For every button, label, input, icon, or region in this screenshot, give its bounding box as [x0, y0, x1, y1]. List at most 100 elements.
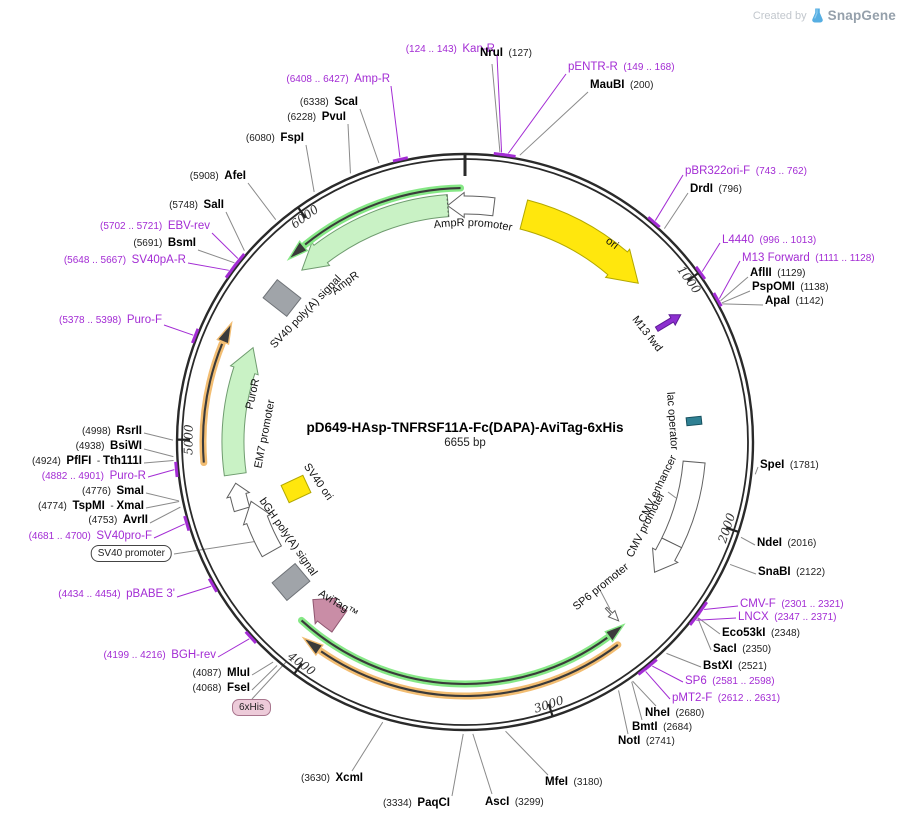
sv40-promoter-arrow: [242, 500, 283, 558]
em7-promoter-arrow: [225, 482, 251, 513]
puro-f-leader: [163, 324, 194, 336]
apai-leader: [722, 303, 764, 306]
created-by-text: Created by: [752, 9, 807, 22]
saci-leader: [697, 618, 712, 651]
gene-orf-arc-core: [300, 619, 608, 686]
m13-fwd-label: M13 fwd: [630, 314, 665, 354]
mlui-leader: [251, 661, 274, 676]
snapgene-credit: Created by SnapGene: [753, 8, 896, 23]
sp6-leader: [652, 665, 684, 683]
sv40-ori-box: [280, 474, 312, 504]
primer-tick-puro-f: [191, 328, 200, 344]
scai-leader: [359, 108, 380, 164]
snapgene-brand-text: SnapGene: [827, 8, 896, 23]
xcmi-leader: [351, 721, 384, 772]
drdi-leader: [663, 192, 689, 229]
tick-label-1000: 1000: [674, 263, 703, 296]
puror-arrow: [221, 346, 259, 477]
pvui-leader: [347, 123, 351, 174]
pbabe-3-leader: [176, 585, 212, 598]
rsrii-leader: [143, 432, 174, 441]
ebv-rev-leader: [211, 232, 239, 259]
ampr-promoter-label: AmpR promoter: [433, 217, 514, 234]
bsiwi-leader: [143, 448, 174, 458]
puro-r-leader: [147, 469, 175, 478]
primer-tick-sp6: [644, 658, 658, 671]
eco53ki-leader: [697, 617, 721, 635]
plfli-tth111i-leader: [143, 460, 174, 464]
sv40pro-f-leader: [153, 523, 185, 539]
tspmi-xmai-leader: [145, 500, 180, 509]
avitag-arrow: [312, 597, 348, 633]
ampr-orf-arc-head: [286, 240, 309, 261]
primer-tick-pentr-r: [500, 152, 516, 158]
primer-tick-m13-forward: [712, 292, 723, 307]
nhei-leader: [632, 680, 657, 707]
6xhis-box-label-leader: [251, 660, 288, 700]
primer-tick-lncx: [688, 611, 701, 626]
l4440-leader: [701, 242, 721, 272]
primer-tick-sv40pa-r: [224, 264, 237, 279]
pbr322ori-f-leader: [654, 174, 684, 221]
bgh-rev-leader: [217, 638, 250, 658]
lncx-leader: [696, 617, 737, 621]
smai-leader: [145, 492, 180, 502]
snapgene-flask-icon: [811, 8, 823, 23]
sp6-promoter-label: SP6 promoter: [571, 561, 632, 613]
amp-r-leader: [390, 85, 401, 158]
primer-tick-pbr322ori-f: [647, 216, 661, 229]
tick-6000: [297, 206, 307, 219]
primer-tick-ebv-rev: [233, 252, 246, 267]
fsei-leader: [251, 665, 278, 691]
maubi-leader: [519, 91, 589, 156]
avrii-leader: [149, 506, 181, 524]
afei-leader: [247, 182, 277, 220]
ndei-leader: [740, 536, 756, 546]
cmv-f-leader: [704, 605, 739, 611]
plasmid-size: 6655 bp: [444, 437, 486, 449]
tick-1000: [687, 272, 699, 282]
gene-cds-arc-head: [301, 636, 324, 657]
gene-orf-arc-head: [604, 623, 626, 643]
ampr-promoter-arrow: [446, 191, 496, 219]
puror-orf-arc-head: [216, 320, 233, 346]
gene-cds-arc-halo: [317, 641, 622, 700]
primer-tick-l4440: [694, 265, 707, 280]
m13-forward-leader: [718, 260, 741, 299]
primer-tick-pbabe-3: [207, 577, 218, 593]
primer-tick-amp-r: [392, 156, 409, 163]
puror-orf-arc-core: [202, 343, 224, 463]
cmv-arrow: [651, 460, 706, 574]
ori-label: ori: [603, 235, 620, 252]
kan-r-leader: [496, 54, 503, 153]
tick-4000: [293, 662, 303, 675]
extra-leader-0: [599, 589, 611, 610]
em7-promoter-label: EM7 promoter: [252, 398, 277, 469]
spei-leader: [754, 466, 759, 475]
m13-fwd-marker: [654, 314, 682, 333]
sp6-marker: [604, 606, 620, 622]
sv40-polya-box: [262, 279, 302, 317]
lac-operator-box: [685, 415, 703, 427]
snabi-leader: [729, 563, 757, 575]
tick-2000: [725, 526, 739, 533]
pmt2-f-leader: [645, 671, 671, 700]
primer-tick-cmv-f: [696, 601, 709, 616]
ori-arrow: [519, 199, 639, 284]
mfei-leader: [505, 730, 549, 776]
sv40-promoter-box-label-leader: [173, 539, 266, 555]
primer-tick-bgh-rev: [244, 630, 258, 644]
noti-leader: [618, 690, 629, 735]
bgh-polya-box: [271, 562, 311, 602]
pspomi-leader: [721, 290, 751, 304]
aflii-leader: [720, 276, 749, 302]
primer-tick-puro-r: [174, 461, 179, 478]
lac-operator-label: lac operator: [664, 392, 680, 451]
fspi-leader: [305, 144, 315, 193]
sv40pa-r-leader: [187, 262, 229, 271]
plasmid-name: pD649-HAsp-TNFRSF11A-Fc(DAPA)-AviTag-6xH…: [306, 420, 624, 435]
tick-label-5000: 5000: [181, 424, 195, 455]
bstxi-leader: [666, 652, 702, 668]
